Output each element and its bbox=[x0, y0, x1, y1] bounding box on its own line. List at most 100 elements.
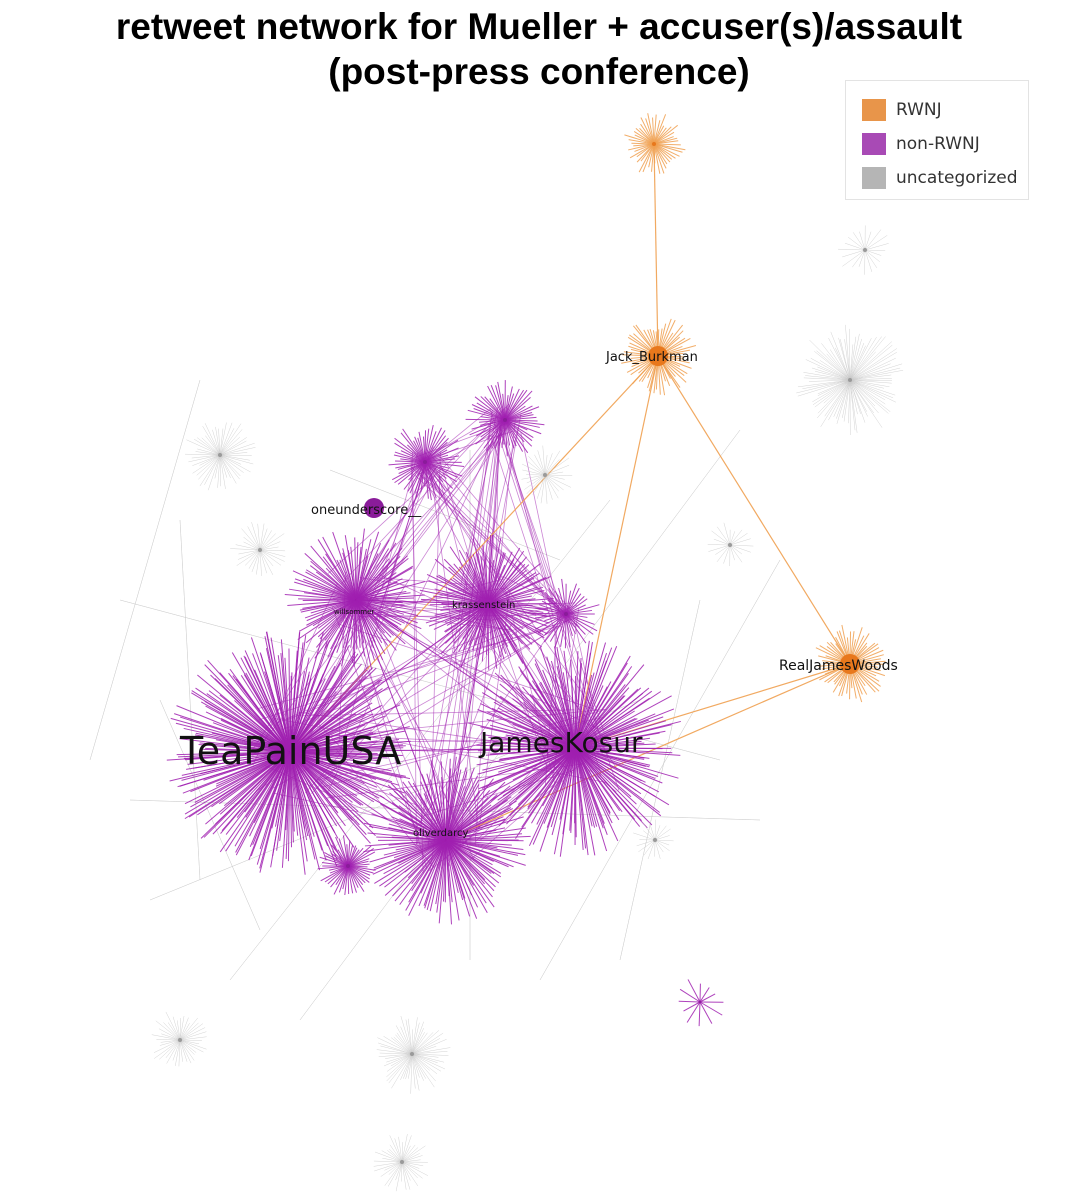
legend-item-rwnj: RWNJ bbox=[846, 93, 1028, 127]
chart-title: retweet network for Mueller + accuser(s)… bbox=[0, 4, 1078, 94]
spokes-TeaPainUSA bbox=[166, 630, 411, 875]
edges-layer bbox=[89, 143, 851, 1021]
background-edge bbox=[179, 519, 201, 881]
node-small_purple_5 bbox=[699, 1001, 701, 1003]
cross-link bbox=[496, 416, 562, 618]
nodes-layer bbox=[178, 142, 867, 1164]
cross-link bbox=[437, 453, 579, 619]
title-line-2: (post-press conference) bbox=[328, 51, 750, 92]
link-Jack_Burkman-RealJamesWoods bbox=[657, 355, 851, 665]
cross-link bbox=[429, 422, 499, 870]
cross-link bbox=[520, 432, 558, 604]
spokes-gray_5 bbox=[373, 1133, 429, 1192]
background-edge bbox=[89, 379, 201, 761]
spokes-willsommer bbox=[284, 528, 426, 670]
cross-link bbox=[358, 421, 512, 585]
spokes-top_rwnj bbox=[624, 113, 686, 174]
node-gray_2 bbox=[218, 453, 222, 457]
spokes-gray_8 bbox=[707, 522, 754, 567]
cross-link bbox=[412, 451, 417, 845]
node-gray_10 bbox=[863, 248, 867, 252]
node-top_rwnj bbox=[652, 142, 656, 146]
link-Jack_Burkman-JamesKosur bbox=[574, 355, 659, 749]
cross-link bbox=[445, 427, 501, 820]
labels-layer: TeaPainUSA JamesKosur oliverdarcy krassenst… bbox=[179, 350, 898, 839]
spokes-gray_2 bbox=[184, 422, 256, 491]
background-edge bbox=[159, 699, 261, 931]
cross-link bbox=[489, 409, 604, 757]
spokes-small_purple_2 bbox=[388, 425, 465, 501]
cross-link bbox=[496, 418, 516, 592]
background-edge bbox=[619, 599, 701, 961]
node-gray_8 bbox=[728, 543, 732, 547]
node-RealJamesWoods bbox=[840, 654, 860, 674]
cross-link bbox=[427, 417, 492, 847]
label-Jack_Burkman: Jack_Burkman bbox=[605, 350, 698, 365]
spokes-gray_4 bbox=[151, 1011, 207, 1067]
cross-link bbox=[411, 448, 505, 581]
node-gray_5 bbox=[400, 1160, 404, 1164]
legend-swatch-uncategorized bbox=[862, 167, 886, 189]
cross-link bbox=[460, 425, 497, 587]
spokes-gray_1 bbox=[796, 324, 904, 436]
spokes-oliverdarcy bbox=[363, 756, 531, 925]
legend-swatch-rwnj bbox=[862, 99, 886, 121]
cross-link bbox=[327, 419, 496, 574]
label-oliverdarcy: oliverdarcy bbox=[413, 828, 469, 839]
legend-label-rwnj: RWNJ bbox=[896, 100, 942, 120]
spokes-gray_10 bbox=[838, 225, 889, 275]
spokes-small_purple_3 bbox=[317, 835, 376, 896]
link-JamesKosur-oliverdarcy bbox=[445, 747, 576, 841]
legend-swatch-non-rwnj bbox=[862, 133, 886, 155]
node-small_purple_1 bbox=[503, 418, 507, 422]
cross-link bbox=[337, 623, 598, 711]
node-oneunderscore__ bbox=[364, 498, 384, 518]
legend-item-non-rwnj: non-RWNJ bbox=[846, 127, 1028, 161]
cross-link bbox=[335, 748, 434, 868]
label-RealJamesWoods: RealJamesWoods bbox=[779, 658, 898, 674]
spokes-gray_9 bbox=[633, 819, 674, 860]
cross-link bbox=[315, 716, 605, 781]
background-edge bbox=[129, 799, 761, 821]
spokes-layer bbox=[151, 113, 904, 1192]
legend: RWNJ non-RWNJ uncategorized bbox=[845, 80, 1029, 200]
label-oneunderscore__: oneunderscore__ bbox=[311, 503, 422, 518]
node-Jack_Burkman bbox=[648, 346, 668, 366]
cross-link bbox=[499, 411, 554, 618]
node-small_purple_4 bbox=[564, 612, 568, 616]
spokes-gray_3 bbox=[376, 1015, 451, 1094]
legend-item-uncategorized: uncategorized bbox=[846, 161, 1028, 195]
cross-link bbox=[469, 780, 562, 861]
background-edge bbox=[329, 469, 561, 561]
node-small_purple_2 bbox=[423, 460, 427, 464]
node-gray_9 bbox=[653, 838, 657, 842]
node-gray_6 bbox=[543, 473, 547, 477]
legend-label-uncategorized: uncategorized bbox=[896, 168, 1018, 188]
cross-link bbox=[414, 474, 581, 629]
spokes-small_purple_1 bbox=[465, 380, 545, 457]
link-top_rwnj-Jack_Burkman bbox=[653, 143, 659, 357]
cross-link bbox=[341, 403, 510, 584]
spokes-gray_6 bbox=[521, 445, 573, 504]
label-JamesKosur: JamesKosur bbox=[478, 726, 643, 759]
spokes-gray_7 bbox=[230, 522, 286, 576]
cross-link bbox=[347, 596, 428, 869]
legend-label-non-rwnj: non-RWNJ bbox=[896, 134, 980, 154]
cross-link bbox=[459, 429, 498, 847]
label-TeaPainUSA: TeaPainUSA bbox=[179, 729, 401, 773]
node-gray_7 bbox=[258, 548, 262, 552]
node-gray_3 bbox=[410, 1052, 414, 1056]
spokes-small_purple_5 bbox=[678, 979, 724, 1027]
cross-link bbox=[360, 431, 504, 602]
cross-link bbox=[429, 467, 479, 829]
spokes-krassenstein bbox=[419, 534, 556, 670]
node-gray_4 bbox=[178, 1038, 182, 1042]
title-line-1: retweet network for Mueller + accuser(s)… bbox=[115, 6, 963, 47]
label-krassenstein: krassenstein bbox=[452, 600, 515, 611]
background-edge bbox=[539, 559, 781, 981]
node-small_purple_3 bbox=[346, 864, 350, 868]
spokes-JamesKosur bbox=[467, 640, 681, 857]
label-willsommer: willsommer bbox=[334, 608, 374, 616]
spokes-small_purple_4 bbox=[531, 578, 600, 649]
